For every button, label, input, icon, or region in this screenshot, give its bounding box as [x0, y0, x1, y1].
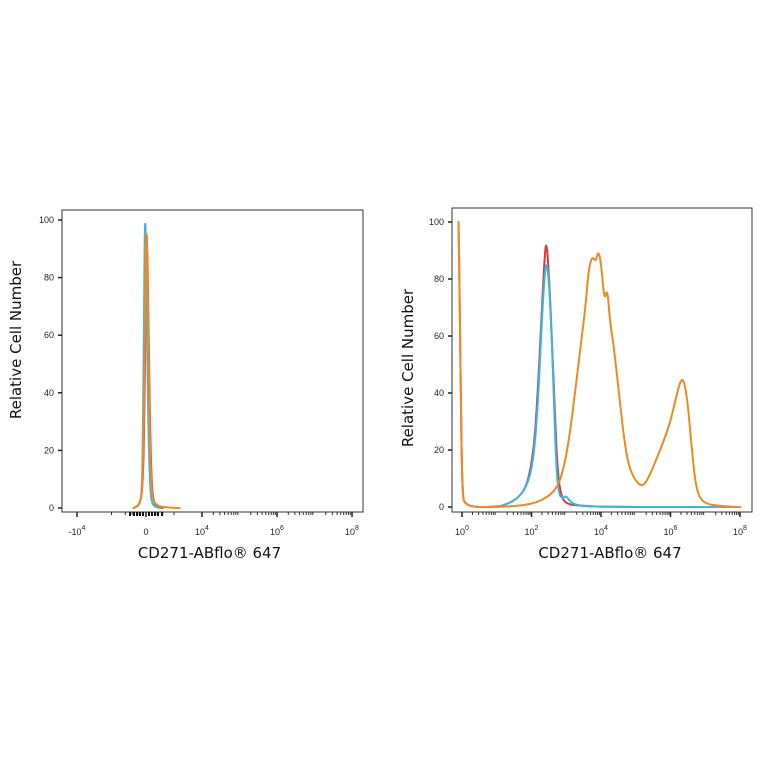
x-tick-label: 0: [143, 527, 148, 537]
x-tick-label: 106: [270, 525, 284, 537]
series-cyan-line: [495, 264, 741, 509]
chart-right: 0 20 40 60 80 100 100 102 104 106 108 CD271-ABflo® …: [399, 207, 753, 562]
y-tick-label: 60: [44, 330, 54, 340]
series-red-line: [457, 221, 741, 509]
y-tick-label: 0: [49, 503, 54, 513]
plot-frame: [451, 207, 753, 513]
x-tick-label: 100: [455, 525, 469, 537]
y-axis-label: Relative Cell Number: [7, 260, 25, 419]
x-tick-label: 102: [525, 525, 539, 537]
y-tick-label: 80: [434, 274, 444, 284]
x-tick-label: 104: [195, 525, 209, 537]
plot-frame: [61, 209, 364, 513]
y-tick-label: 40: [434, 388, 444, 398]
y-tick-label: 20: [434, 445, 444, 455]
x-axis-label: CD271-ABflo® 647: [538, 544, 681, 562]
series-orange-line: [457, 221, 741, 509]
y-tick-label: 0: [439, 502, 444, 512]
y-axis-label: Relative Cell Number: [399, 288, 417, 447]
y-tick-label: 100: [429, 217, 444, 227]
y-tick-label: 60: [434, 331, 444, 341]
y-tick-label: 80: [44, 273, 54, 283]
y-tick-label: 20: [44, 445, 54, 455]
y-tick-label: 40: [44, 388, 54, 398]
x-tick-label: 108: [345, 525, 359, 537]
chart-left: 0 20 40 60 80 100 -104 0 104 106 108 CD271-ABflo® 6…: [7, 209, 364, 562]
x-tick-label: -104: [69, 525, 86, 537]
x-tick-label: 108: [733, 525, 747, 537]
x-tick-label: 104: [594, 525, 608, 537]
x-axis-label: CD271-ABflo® 647: [138, 544, 281, 562]
series-orange-line: [132, 232, 181, 510]
x-tick-label: 106: [664, 525, 678, 537]
y-tick-label: 100: [39, 215, 54, 225]
